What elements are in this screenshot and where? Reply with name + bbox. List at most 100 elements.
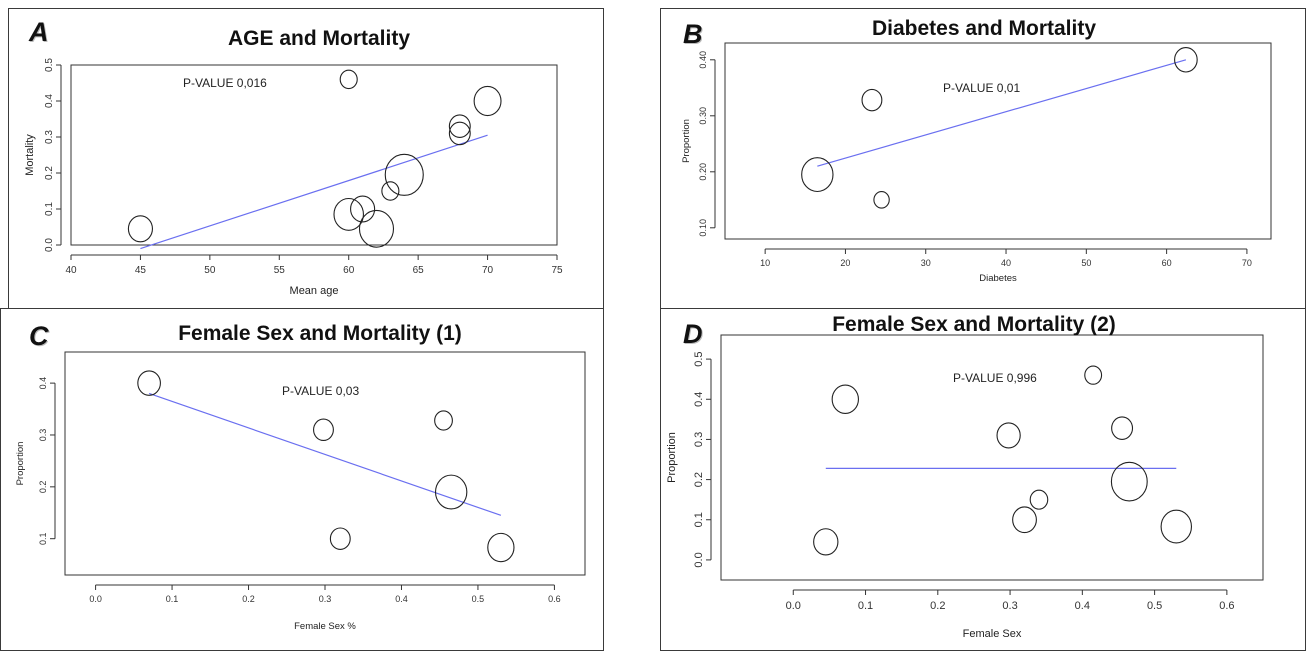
data-bubble bbox=[473, 85, 502, 117]
data-bubble bbox=[448, 121, 471, 146]
p-value-annotation: P-VALUE 0,016 bbox=[183, 76, 267, 90]
p-value-annotation: P-VALUE 0,01 bbox=[943, 81, 1020, 95]
regression-line bbox=[140, 134, 488, 250]
x-tick-label: 30 bbox=[921, 258, 931, 268]
p-value-annotation: P-VALUE 0,03 bbox=[282, 384, 359, 398]
y-tick-label: 0.3 bbox=[693, 432, 705, 447]
data-bubble bbox=[434, 474, 468, 510]
chart-title: Female Sex and Mortality (1) bbox=[178, 322, 462, 345]
x-axis-title: Diabetes bbox=[979, 273, 1017, 284]
plot-area bbox=[70, 64, 558, 246]
data-bubble bbox=[137, 370, 161, 396]
data-bubble bbox=[350, 195, 376, 223]
chart-c-svg: 0.0 0.1 0.2 0.3 0.4 0.5 0.6 0.1 0.2 0.3 0.4 Female … bbox=[15, 351, 586, 632]
data-bubble bbox=[381, 181, 400, 201]
y-tick-label: 0.10 bbox=[698, 219, 708, 237]
data-bubble bbox=[127, 215, 153, 243]
x-tick-label: 0.6 bbox=[548, 594, 561, 604]
y-axis-title: Mortality bbox=[24, 134, 36, 176]
x-axis-title: Mean age bbox=[290, 285, 339, 297]
data-bubble bbox=[329, 527, 351, 550]
y-tick-label: 0.0 bbox=[44, 238, 55, 252]
chart-title: Female Sex and Mortality (2) bbox=[832, 313, 1116, 336]
panel-a: 40 45 50 55 60 65 70 75 0.0 0.1 0.2 0.3 0.4 0.5 Mean a… bbox=[8, 8, 604, 310]
x-tick-label: 0.5 bbox=[472, 594, 485, 604]
x-tick-label: 70 bbox=[1242, 258, 1252, 268]
data-bubble bbox=[487, 532, 515, 563]
panel-b: 10 20 30 40 50 60 70 0.10 0.20 0.30 0.40 Diabetes Pr… bbox=[660, 8, 1306, 310]
chart-a-svg: 40 45 50 55 60 65 70 75 0.0 0.1 0.2 0.3 0.4 0.5 Mean a… bbox=[24, 58, 563, 297]
plot-area bbox=[724, 42, 1272, 240]
y-tick-label: 0.4 bbox=[44, 94, 55, 108]
y-tick-label: 0.3 bbox=[44, 130, 55, 144]
chart-d-svg: 0.0 0.1 0.2 0.3 0.4 0.5 0.6 0.0 0.1 0.2 0.3 0.4 0.5 F… bbox=[666, 334, 1264, 640]
y-tick-label: 0.4 bbox=[693, 392, 705, 407]
x-tick-label: 40 bbox=[65, 265, 77, 276]
chart-b-svg: 10 20 30 40 50 60 70 0.10 0.20 0.30 0.40 Diabetes Pr… bbox=[681, 42, 1272, 284]
panel-c: 0.0 0.1 0.2 0.3 0.4 0.5 0.6 0.1 0.2 0.3 0.4 Female … bbox=[0, 308, 604, 651]
data-bubble bbox=[873, 190, 890, 209]
x-axis-title: Female Sex % bbox=[294, 621, 356, 632]
data-bubble bbox=[861, 88, 883, 112]
chart-title: AGE and Mortality bbox=[227, 27, 411, 50]
data-bubble bbox=[333, 197, 364, 231]
plot-area bbox=[64, 351, 586, 576]
x-tick-label: 0.2 bbox=[242, 594, 255, 604]
y-tick-label: 0.40 bbox=[698, 51, 708, 69]
panel-letter: D bbox=[683, 319, 703, 349]
data-bubble bbox=[996, 422, 1021, 449]
y-tick-label: 0.5 bbox=[44, 58, 55, 72]
y-tick-label: 0.1 bbox=[38, 532, 48, 545]
chart-title: Diabetes and Mortality bbox=[871, 17, 1097, 40]
x-tick-label: 20 bbox=[840, 258, 850, 268]
y-tick-label: 0.2 bbox=[693, 472, 705, 487]
regression-line bbox=[817, 59, 1187, 167]
plot-area bbox=[720, 334, 1264, 581]
data-bubble bbox=[831, 384, 859, 415]
data-bubble bbox=[448, 114, 471, 138]
x-tick-label: 40 bbox=[1001, 258, 1011, 268]
y-tick-label: 0.30 bbox=[698, 107, 708, 125]
x-tick-label: 0.4 bbox=[395, 594, 408, 604]
data-bubble bbox=[1110, 461, 1148, 502]
data-bubble bbox=[1111, 416, 1134, 440]
y-tick-label: 0.1 bbox=[693, 512, 705, 527]
data-bubble bbox=[813, 528, 839, 556]
data-bubble bbox=[801, 157, 834, 193]
panel-letter: B bbox=[683, 19, 703, 49]
x-tick-label: 50 bbox=[204, 265, 216, 276]
x-tick-label: 0.6 bbox=[1219, 600, 1234, 612]
x-tick-label: 0.0 bbox=[89, 594, 102, 604]
x-tick-label: 0.3 bbox=[1002, 600, 1017, 612]
data-bubble bbox=[384, 153, 424, 196]
y-tick-label: 0.5 bbox=[693, 351, 705, 366]
x-tick-label: 60 bbox=[343, 265, 355, 276]
p-value-annotation: P-VALUE 0,996 bbox=[953, 371, 1037, 385]
y-tick-label: 0.2 bbox=[38, 481, 48, 494]
data-bubble bbox=[313, 418, 334, 442]
y-tick-label: 0.1 bbox=[44, 202, 55, 216]
y-tick-label: 0.0 bbox=[693, 552, 705, 567]
data-bubble bbox=[1160, 509, 1193, 544]
x-tick-label: 0.3 bbox=[319, 594, 332, 604]
x-tick-label: 50 bbox=[1081, 258, 1091, 268]
x-tick-label: 0.0 bbox=[786, 600, 801, 612]
x-tick-label: 0.2 bbox=[930, 600, 945, 612]
panel-letter: C bbox=[29, 321, 49, 351]
x-tick-label: 70 bbox=[482, 265, 494, 276]
data-bubble bbox=[1084, 365, 1103, 385]
y-tick-label: 0.2 bbox=[44, 166, 55, 180]
x-tick-label: 0.1 bbox=[166, 594, 179, 604]
data-bubble bbox=[1012, 506, 1037, 534]
y-tick-label: 0.20 bbox=[698, 163, 708, 181]
panel-d: 0.0 0.1 0.2 0.3 0.4 0.5 0.6 0.0 0.1 0.2 0.3 0.4 0.5 F… bbox=[660, 308, 1306, 651]
x-tick-label: 60 bbox=[1162, 258, 1172, 268]
y-axis-title: Proportion bbox=[15, 442, 26, 486]
regression-line bbox=[148, 392, 502, 516]
y-axis-title: Proportion bbox=[666, 432, 678, 483]
data-bubble bbox=[434, 410, 453, 431]
x-tick-label: 0.4 bbox=[1075, 600, 1090, 612]
data-bubble bbox=[358, 209, 395, 248]
panel-letter: A bbox=[29, 17, 49, 47]
x-tick-label: 0.1 bbox=[858, 600, 873, 612]
